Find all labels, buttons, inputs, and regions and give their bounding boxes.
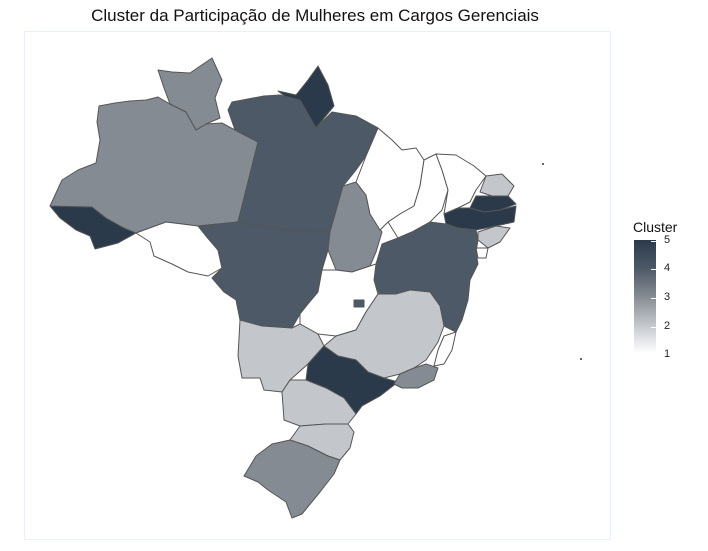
legend-tick-mark [651, 298, 656, 299]
state-ES[interactable] [433, 331, 457, 367]
legend-tick-4: 4 [664, 262, 671, 274]
state-RR[interactable] [157, 57, 223, 131]
map-panel [24, 31, 611, 540]
state-SE[interactable] [475, 247, 489, 259]
state-MS[interactable] [237, 319, 325, 393]
legend-tick-mark [651, 327, 656, 328]
state-RS[interactable] [243, 439, 341, 519]
state-PA[interactable] [227, 94, 379, 233]
legend-tick-1: 1 [664, 348, 671, 360]
state-RN[interactable] [479, 173, 515, 197]
legend-tick-2: 2 [664, 320, 671, 332]
map-title: Cluster da Participação de Mulheres em C… [91, 6, 539, 25]
legend-tick-mark [651, 269, 656, 270]
legend-tick-mark [651, 241, 656, 242]
legend-title: Cluster [633, 219, 678, 235]
legend-tick-3: 3 [664, 291, 671, 303]
legend-tick-5: 5 [664, 234, 671, 246]
state-CE[interactable] [435, 153, 487, 215]
state-MT[interactable] [197, 221, 331, 329]
state-RJ[interactable] [393, 363, 439, 389]
legend: Cluster 5 4 3 2 1 [633, 219, 703, 360]
island-dot [542, 163, 544, 165]
state-DF[interactable] [353, 299, 365, 308]
state-AL[interactable] [477, 225, 511, 249]
state-RO[interactable] [135, 221, 223, 277]
island-dot [580, 358, 582, 360]
legend-color-bar [634, 240, 656, 353]
